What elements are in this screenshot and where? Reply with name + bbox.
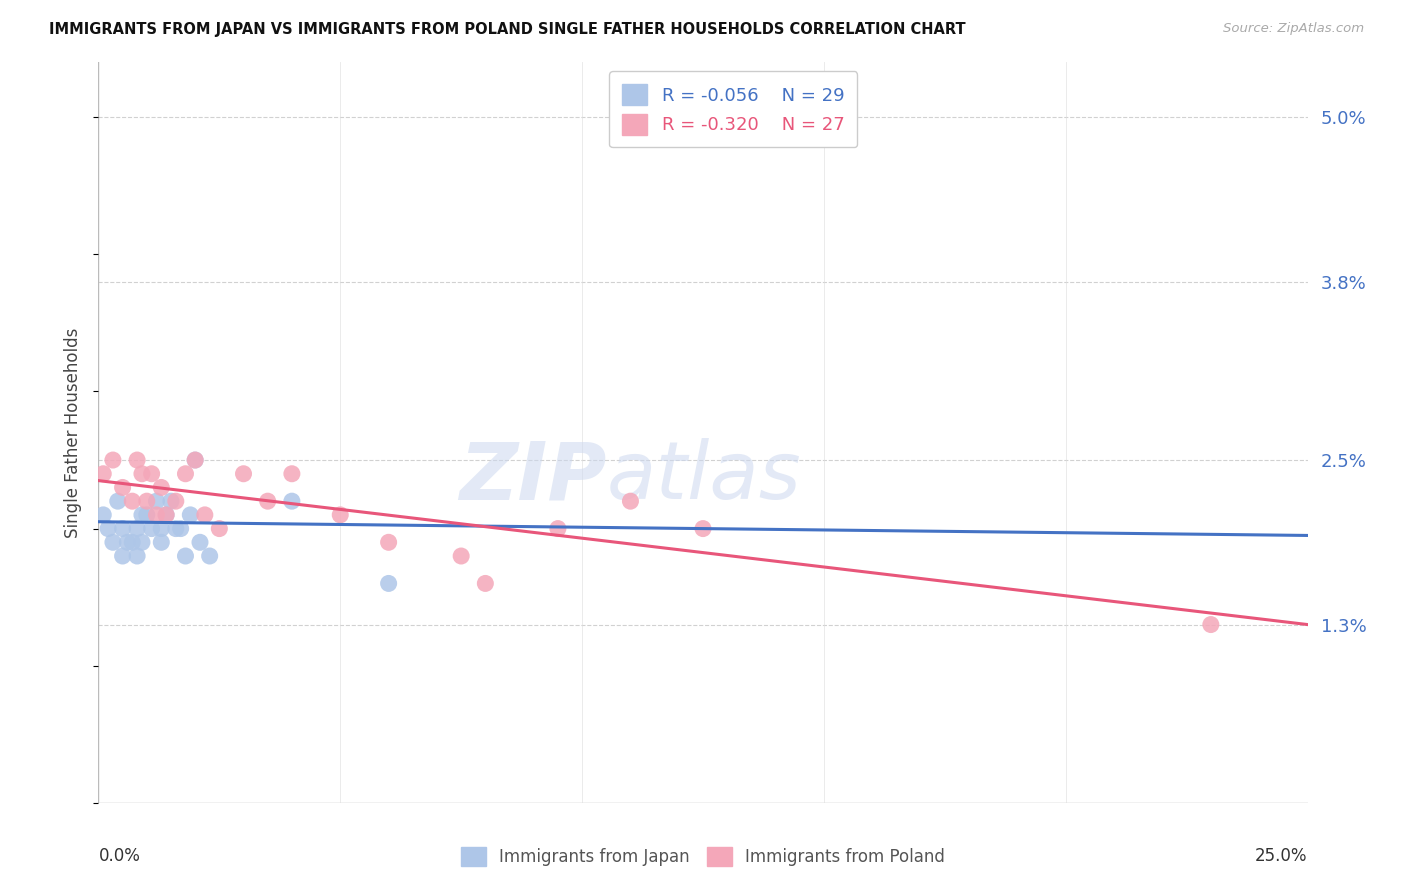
- Point: [184, 453, 207, 467]
- Point: [135, 508, 157, 522]
- Point: [91, 467, 114, 481]
- Point: [281, 494, 304, 508]
- Point: [141, 467, 163, 481]
- Point: [127, 549, 149, 563]
- Point: [474, 576, 496, 591]
- Point: [174, 467, 197, 481]
- Point: [150, 480, 173, 494]
- Point: [194, 508, 217, 522]
- Legend: R = -0.056    N = 29, R = -0.320    N = 27: R = -0.056 N = 29, R = -0.320 N = 27: [609, 71, 858, 147]
- Point: [107, 494, 129, 508]
- Point: [450, 549, 472, 563]
- Y-axis label: Single Father Households: Single Father Households: [65, 327, 83, 538]
- Point: [127, 453, 149, 467]
- Point: [97, 522, 120, 536]
- Point: [150, 522, 173, 536]
- Point: [184, 453, 207, 467]
- Point: [127, 522, 149, 536]
- Point: [111, 522, 134, 536]
- Point: [111, 480, 134, 494]
- Text: atlas: atlas: [606, 438, 801, 516]
- Point: [131, 508, 153, 522]
- Point: [101, 453, 124, 467]
- Point: [155, 508, 177, 522]
- Point: [91, 508, 114, 522]
- Point: [145, 494, 167, 508]
- Point: [232, 467, 254, 481]
- Point: [644, 110, 666, 124]
- Point: [174, 549, 197, 563]
- Point: [165, 522, 187, 536]
- Point: [131, 467, 153, 481]
- Point: [377, 576, 399, 591]
- Point: [160, 494, 183, 508]
- Point: [121, 494, 143, 508]
- Point: [145, 508, 167, 522]
- Point: [165, 494, 187, 508]
- Point: [141, 522, 163, 536]
- Point: [121, 535, 143, 549]
- Text: 25.0%: 25.0%: [1256, 847, 1308, 865]
- Point: [692, 522, 714, 536]
- Point: [150, 535, 173, 549]
- Point: [619, 494, 641, 508]
- Point: [188, 535, 211, 549]
- Point: [155, 508, 177, 522]
- Point: [131, 535, 153, 549]
- Point: [547, 522, 569, 536]
- Point: [135, 494, 157, 508]
- Point: [329, 508, 352, 522]
- Legend: Immigrants from Japan, Immigrants from Poland: Immigrants from Japan, Immigrants from P…: [453, 838, 953, 875]
- Point: [208, 522, 231, 536]
- Text: ZIP: ZIP: [458, 438, 606, 516]
- Point: [281, 467, 304, 481]
- Point: [101, 535, 124, 549]
- Text: Source: ZipAtlas.com: Source: ZipAtlas.com: [1223, 22, 1364, 36]
- Point: [169, 522, 191, 536]
- Text: IMMIGRANTS FROM JAPAN VS IMMIGRANTS FROM POLAND SINGLE FATHER HOUSEHOLDS CORRELA: IMMIGRANTS FROM JAPAN VS IMMIGRANTS FROM…: [49, 22, 966, 37]
- Point: [117, 535, 139, 549]
- Point: [256, 494, 278, 508]
- Point: [198, 549, 221, 563]
- Point: [179, 508, 201, 522]
- Point: [1199, 617, 1222, 632]
- Point: [377, 535, 399, 549]
- Text: 0.0%: 0.0%: [98, 847, 141, 865]
- Point: [111, 549, 134, 563]
